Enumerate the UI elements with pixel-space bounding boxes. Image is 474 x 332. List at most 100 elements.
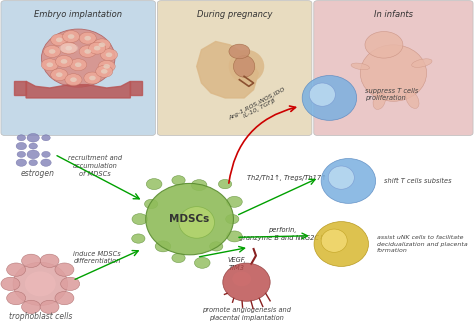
Circle shape xyxy=(100,49,118,61)
Ellipse shape xyxy=(172,176,185,185)
Ellipse shape xyxy=(373,93,385,110)
Ellipse shape xyxy=(227,196,242,207)
Ellipse shape xyxy=(328,166,354,189)
Ellipse shape xyxy=(223,263,270,301)
Polygon shape xyxy=(130,81,142,95)
Circle shape xyxy=(42,135,50,141)
Circle shape xyxy=(96,65,113,77)
Circle shape xyxy=(61,277,80,290)
Circle shape xyxy=(7,263,26,276)
Circle shape xyxy=(40,254,59,268)
Ellipse shape xyxy=(179,207,214,238)
Circle shape xyxy=(68,34,74,39)
Ellipse shape xyxy=(314,222,368,266)
Circle shape xyxy=(17,135,26,141)
Ellipse shape xyxy=(228,50,264,83)
Ellipse shape xyxy=(146,179,162,190)
Ellipse shape xyxy=(226,214,239,224)
Circle shape xyxy=(84,72,101,84)
Ellipse shape xyxy=(302,76,356,121)
Circle shape xyxy=(40,300,59,313)
Ellipse shape xyxy=(146,183,233,255)
Circle shape xyxy=(22,254,41,268)
Ellipse shape xyxy=(13,262,68,305)
Text: MDSCs: MDSCs xyxy=(170,214,210,224)
Circle shape xyxy=(94,46,100,50)
Circle shape xyxy=(55,263,74,276)
Circle shape xyxy=(79,45,96,57)
Ellipse shape xyxy=(321,229,347,252)
Text: VEGF,
TIM3: VEGF, TIM3 xyxy=(228,257,246,271)
Ellipse shape xyxy=(210,242,223,251)
Circle shape xyxy=(75,62,82,67)
Circle shape xyxy=(89,42,106,54)
FancyBboxPatch shape xyxy=(314,1,473,135)
Circle shape xyxy=(63,31,80,42)
Text: recruitment and
accumulation
of MDSCs: recruitment and accumulation of MDSCs xyxy=(68,155,122,177)
Circle shape xyxy=(365,32,403,58)
Circle shape xyxy=(56,38,63,42)
Circle shape xyxy=(1,277,20,290)
Circle shape xyxy=(70,77,77,82)
Ellipse shape xyxy=(219,179,232,189)
Circle shape xyxy=(46,62,53,67)
Text: trophoblast cells: trophoblast cells xyxy=(9,312,72,321)
Circle shape xyxy=(60,42,77,54)
Circle shape xyxy=(29,143,37,149)
Ellipse shape xyxy=(232,272,251,286)
Circle shape xyxy=(22,300,41,313)
Circle shape xyxy=(89,76,96,80)
Circle shape xyxy=(93,39,110,51)
Circle shape xyxy=(103,64,110,69)
Text: suppress T cells
proliferation: suppress T cells proliferation xyxy=(365,88,419,102)
Text: estrogen: estrogen xyxy=(21,169,55,178)
Circle shape xyxy=(56,72,63,77)
Polygon shape xyxy=(14,81,26,95)
FancyBboxPatch shape xyxy=(157,1,312,135)
Ellipse shape xyxy=(42,29,115,87)
Circle shape xyxy=(61,59,67,64)
Ellipse shape xyxy=(145,199,158,208)
Text: assist uNK cells to facilitate
decidualization and placenta
formation: assist uNK cells to facilitate deciduali… xyxy=(377,235,467,253)
Circle shape xyxy=(99,42,105,47)
Circle shape xyxy=(70,59,87,71)
Circle shape xyxy=(41,159,51,166)
Circle shape xyxy=(51,34,68,46)
Ellipse shape xyxy=(233,55,255,77)
Circle shape xyxy=(42,151,50,157)
FancyBboxPatch shape xyxy=(1,1,155,135)
Circle shape xyxy=(106,52,112,57)
Circle shape xyxy=(16,159,27,166)
Ellipse shape xyxy=(321,158,375,203)
Ellipse shape xyxy=(132,234,145,243)
Circle shape xyxy=(27,133,39,142)
Circle shape xyxy=(55,55,73,67)
Text: induce MDSCs
differentiation: induce MDSCs differentiation xyxy=(73,251,121,264)
Text: In infants: In infants xyxy=(374,10,413,19)
Circle shape xyxy=(98,60,115,72)
Circle shape xyxy=(55,291,74,305)
Circle shape xyxy=(29,160,37,166)
Ellipse shape xyxy=(59,43,78,53)
Circle shape xyxy=(49,49,55,54)
Ellipse shape xyxy=(194,257,210,268)
Circle shape xyxy=(51,69,68,81)
Circle shape xyxy=(229,44,250,59)
Circle shape xyxy=(79,32,96,44)
Circle shape xyxy=(65,46,72,50)
Polygon shape xyxy=(26,81,130,98)
Ellipse shape xyxy=(155,241,171,252)
Ellipse shape xyxy=(227,231,242,242)
Circle shape xyxy=(84,49,91,54)
Circle shape xyxy=(17,151,26,157)
Polygon shape xyxy=(197,42,258,98)
Text: During pregnancy: During pregnancy xyxy=(197,10,273,19)
Circle shape xyxy=(84,36,91,41)
Circle shape xyxy=(44,45,61,57)
Circle shape xyxy=(7,291,26,305)
Circle shape xyxy=(101,69,108,74)
Text: Embryo implantation: Embryo implantation xyxy=(34,10,122,19)
Circle shape xyxy=(27,150,39,159)
Ellipse shape xyxy=(191,180,207,191)
Text: perforin,
granzyme B and NKG2C↓: perforin, granzyme B and NKG2C↓ xyxy=(239,227,325,241)
